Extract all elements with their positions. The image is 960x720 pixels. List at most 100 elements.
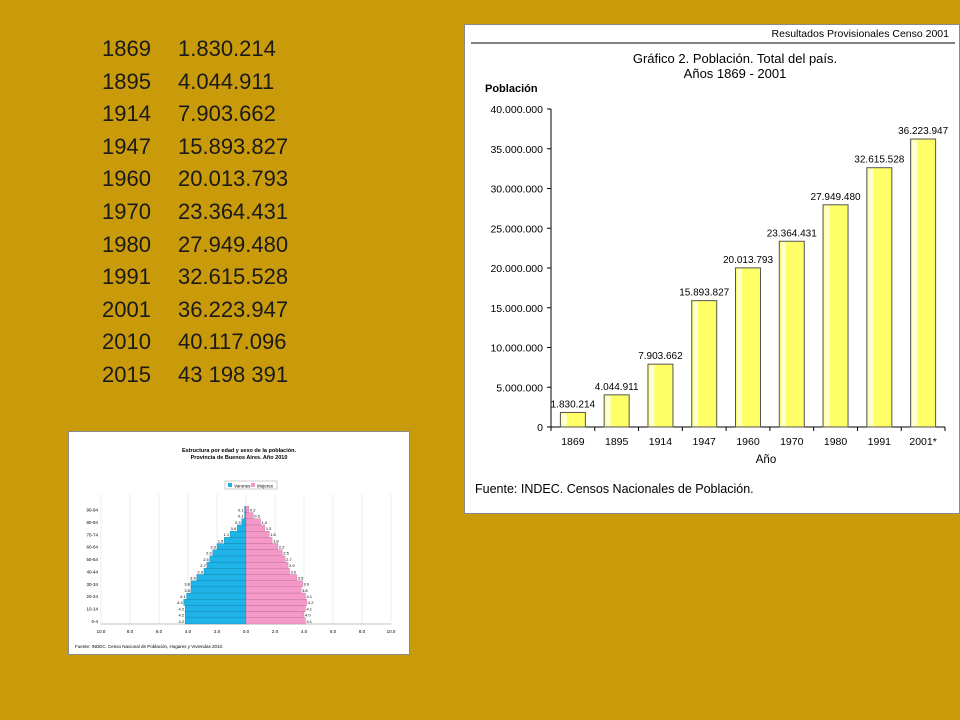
year-cell: 1960 [102,166,151,192]
pyramid-age-label: 80-84 [86,520,98,525]
pyramid-title: Estructura por edad y sexo de la poblaci… [182,448,296,454]
population-cell: 32.615.528 [178,264,289,290]
pyramid-value-label: 0.1 [238,514,244,519]
table-row: 2010 40.117.096 [102,326,288,359]
table-row: 1914 7.903.662 [102,98,288,131]
y-tick-label: 0 [537,422,543,434]
legend-swatch-varones [228,483,232,487]
bar-value-label: 15.893.827 [679,288,729,299]
year-cell: 2015 [102,361,151,387]
pyramid-value-label: 3.8 [184,588,190,593]
pyramid-bar-mujeres [245,530,270,538]
pyramid-value-label: 3.8 [302,588,308,593]
x-tick-label: 1960 [736,436,760,448]
pyramid-bar-mujeres [245,617,306,625]
pyramid-bar-varones [237,524,247,532]
pyramid-bar-varones [190,586,247,594]
pyramid-bar-mujeres [245,568,290,575]
y-tick-label: 30.000.000 [490,184,543,196]
pyramid-age-label: 30-34 [86,582,98,587]
population-pyramid-chart: Estructura por edad y sexo de la poblaci… [75,448,396,649]
pyramid-source-note: Fuente: INDEC. Censo Nacional de Poblaci… [75,644,223,649]
pyramid-bar-mujeres [245,605,306,612]
pyramid-x-tick-label: 0.0 [243,629,250,634]
y-tick-label: 35.000.000 [490,144,543,156]
pyramid-age-label: 90-94 [86,508,98,513]
pyramid-bar-mujeres [245,543,279,550]
x-tick-label: 2001* [909,436,936,448]
pyramid-age-label: 10-14 [86,607,98,612]
x-tick-label: 1895 [605,436,629,448]
pyramid-value-label: 4.2 [179,613,185,618]
pyramid-value-label: 1.3 [266,526,272,531]
population-cell: 7.903.662 [178,101,276,127]
pyramid-age-label: 70-74 [86,532,98,537]
year-cell: 2001 [102,296,151,322]
year-cell: 1914 [102,101,151,127]
bar-value-label: 23.364.431 [767,228,817,239]
pyramid-x-tick-label: 6.0 [330,629,337,634]
pyramid-x-tick-label: 4.0 [301,629,308,634]
pyramid-x-tick-label: 4.0 [185,629,192,634]
pyramid-value-label: 4.0 [305,613,311,618]
pyramid-value-label: 3.5 [298,575,304,580]
pyramid-value-label: 2.2 [279,545,285,550]
pyramid-bar-varones [184,611,247,618]
bar-highlight [649,365,655,426]
pyramid-bar-varones [244,512,247,519]
pyramid-bar-mujeres [245,512,254,519]
bar-value-label: 7.903.662 [638,351,683,362]
year-cell: 1980 [102,231,151,257]
legend-label-mujeres: Mujeres [257,484,274,489]
pyramid-value-label: 3.9 [304,582,310,587]
pyramid-age-label: 40-44 [86,569,98,574]
pyramid-value-label: 4.2 [179,606,185,611]
bar-highlight [737,268,742,426]
y-tick-label: 25.000.000 [490,223,543,235]
pyramid-value-label: 2.5 [203,557,209,562]
pyramid-value-label: 1.6 [270,532,276,537]
pyramid-value-label: 1.8 [273,538,279,543]
table-row: 1960 20.013.793 [102,163,288,196]
bar-value-label: 1.830.214 [551,399,596,410]
pyramid-bar-varones [186,592,247,600]
table-row: 1991 32.615.528 [102,261,288,294]
y-axis-label: Población [485,83,538,95]
bar-highlight [912,140,918,426]
bar-highlight [561,413,567,426]
pyramid-bar-mujeres [245,611,305,618]
population-cell: 23.364.431 [178,198,289,224]
population-pyramid-panel: Estructura por edad y sexo de la poblaci… [68,431,410,655]
pyramid-bar-varones [229,530,247,538]
pyramid-x-tick-label: 2.0 [272,629,279,634]
pyramid-bar-varones [206,561,247,569]
population-cell: 20.013.793 [178,166,289,192]
population-cell: 1.830.214 [178,36,276,61]
bar-value-label: 32.615.528 [854,155,904,166]
population-cell: 43 198 391 [178,361,289,387]
pyramid-bar-mujeres [245,506,250,513]
y-tick-label: 10.000.000 [490,343,543,355]
pyramid-bar-varones [196,574,247,581]
pyramid-bar-varones [209,555,247,563]
pyramid-value-label: 0.6 [231,526,237,531]
year-cell: 1869 [102,36,151,61]
pyramid-bar-mujeres [245,537,273,544]
pyramid-bar-varones [190,580,247,588]
year-cell: 2010 [102,329,151,355]
pyramid-value-label: 4.1 [180,594,186,599]
chart-subtitle: Años 1869 - 2001 [684,66,787,81]
x-axis-label: Año [756,454,776,466]
year-cell: 1895 [102,68,151,94]
pyramid-bar-varones [244,506,247,513]
pyramid-value-label: 2.5 [283,551,289,556]
pyramid-bar-mujeres [245,549,283,557]
x-tick-label: 1914 [649,436,673,448]
pyramid-value-label: 4.2 [308,600,314,605]
pyramid-bar-varones [184,617,247,625]
x-tick-label: 1991 [868,436,892,448]
pyramid-age-label: 20-24 [86,594,98,599]
bar-value-label: 4.044.911 [595,382,639,393]
pyramid-bar-mujeres [245,586,302,594]
bar-highlight [605,395,611,426]
